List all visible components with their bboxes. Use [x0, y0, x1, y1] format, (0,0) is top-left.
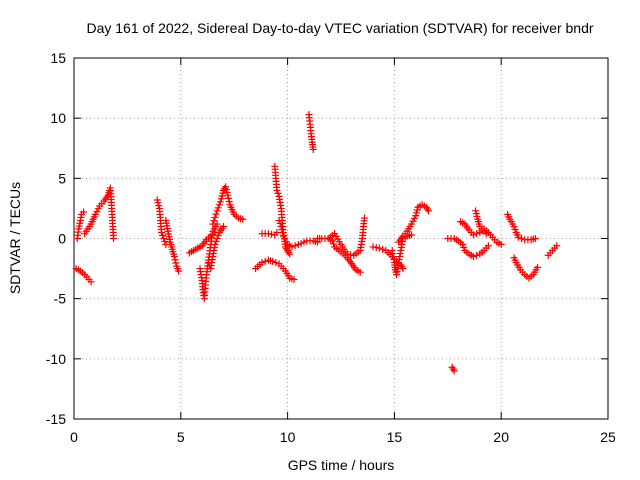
- x-tick-label: 20: [493, 429, 509, 445]
- data-point: [268, 230, 276, 238]
- data-point: [110, 235, 118, 242]
- data-point: [375, 244, 383, 252]
- data-point: [279, 229, 287, 237]
- data-point: [425, 207, 433, 215]
- data-point: [213, 207, 221, 215]
- axis-ticks: 0 5 10 15 20 25 -15 -10 -5 0 5 10 15: [46, 50, 616, 445]
- data-point: [161, 238, 169, 246]
- x-tick-label: 10: [280, 429, 296, 445]
- data-point: [347, 251, 355, 259]
- data-point: [220, 222, 228, 230]
- y-tick-label: 15: [50, 50, 66, 66]
- data-point: [356, 268, 364, 276]
- data-point: [372, 244, 380, 252]
- data-point: [278, 226, 286, 234]
- data-point: [531, 235, 539, 242]
- data-point: [290, 275, 298, 283]
- data-point: [261, 257, 269, 265]
- data-point: [360, 214, 368, 222]
- data-point: [379, 245, 387, 253]
- data-point: [398, 263, 406, 271]
- data-point: [369, 243, 377, 251]
- data-point: [172, 259, 180, 267]
- data-point: [212, 210, 220, 218]
- data-point: [159, 231, 167, 239]
- data-point: [288, 243, 296, 251]
- data-point: [460, 244, 468, 252]
- data-point: [459, 241, 467, 249]
- x-axis-label: GPS time / hours: [288, 457, 395, 473]
- data-point: [158, 228, 166, 236]
- chart-title: Day 161 of 2022, Sidereal Day-to-day VTE…: [86, 20, 593, 36]
- data-point: [213, 235, 221, 242]
- y-tick-label: 10: [50, 110, 66, 126]
- data-point: [553, 242, 561, 250]
- data-point: [473, 230, 481, 238]
- data-point: [511, 225, 519, 233]
- y-axis-label: SDTVAR / TECUs: [7, 182, 23, 294]
- data-point: [277, 222, 285, 230]
- x-tick-label: 15: [387, 429, 403, 445]
- data-point: [273, 186, 281, 194]
- data-point: [216, 198, 224, 206]
- data-point: [87, 278, 95, 286]
- data-points: [72, 111, 561, 375]
- data-point: [343, 250, 351, 258]
- data-point: [239, 215, 247, 223]
- data-point: [514, 233, 522, 241]
- data-point: [212, 238, 220, 246]
- data-point: [210, 217, 218, 225]
- data-point: [171, 256, 179, 264]
- data-point: [214, 204, 222, 212]
- y-tick-label: 0: [58, 231, 66, 247]
- data-point: [211, 241, 219, 249]
- x-tick-label: 5: [177, 429, 185, 445]
- data-point: [469, 231, 477, 239]
- data-point: [272, 259, 280, 267]
- x-tick-label: 25: [600, 429, 616, 445]
- data-point: [275, 216, 283, 224]
- data-point: [482, 230, 490, 238]
- y-tick-label: -5: [54, 291, 67, 307]
- data-point: [215, 201, 223, 209]
- data-point: [469, 253, 477, 261]
- data-point: [517, 235, 525, 242]
- data-point: [450, 367, 458, 375]
- data-point: [286, 250, 294, 258]
- data-point: [258, 259, 266, 267]
- data-point: [291, 242, 299, 250]
- data-point: [274, 189, 282, 197]
- data-point: [80, 208, 88, 216]
- data-point: [449, 365, 457, 373]
- data-point: [160, 235, 168, 242]
- data-point: [407, 231, 415, 239]
- data-point: [497, 241, 505, 249]
- data-point: [330, 240, 338, 248]
- data-point: [211, 213, 219, 221]
- data-point: [276, 219, 284, 227]
- data-point: [225, 194, 233, 202]
- data-point: [170, 253, 178, 261]
- data-point: [209, 220, 217, 228]
- y-tick-label: -10: [46, 351, 66, 367]
- data-point: [175, 267, 183, 275]
- data-point: [214, 231, 222, 239]
- data-point: [473, 251, 481, 259]
- data-point: [269, 257, 277, 265]
- data-point: [309, 145, 317, 153]
- data-point: [510, 222, 518, 230]
- data-point: [484, 242, 492, 250]
- x-tick-label: 0: [70, 429, 78, 445]
- data-point: [264, 230, 272, 238]
- y-tick-label: -15: [46, 411, 66, 427]
- data-point: [224, 191, 232, 199]
- data-point: [534, 263, 542, 271]
- y-tick-label: 5: [58, 170, 66, 186]
- data-point: [225, 198, 233, 206]
